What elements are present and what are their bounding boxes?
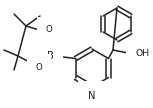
Text: OH: OH	[135, 48, 149, 57]
Text: O: O	[46, 25, 52, 34]
Text: N: N	[88, 91, 96, 101]
Text: B: B	[47, 51, 53, 61]
Text: O: O	[36, 63, 42, 71]
